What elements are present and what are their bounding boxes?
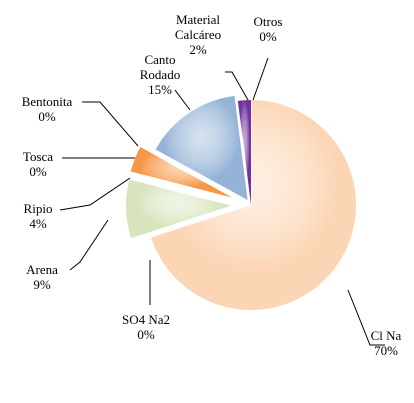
leader-line (347, 289, 385, 346)
slice-value-label: 0% (29, 164, 47, 179)
slice-label: SO4 Na2 (121, 312, 171, 327)
slice-value-label: 2% (189, 42, 207, 57)
slice-value-label: 0% (38, 109, 56, 124)
leader-line (252, 57, 269, 101)
leader-line (82, 101, 139, 147)
slice-label: Tosca (22, 149, 54, 164)
slice-label: Otros (253, 14, 283, 29)
slice-label: Ripio (23, 201, 53, 216)
slice-label: Canto Rodado (139, 52, 181, 82)
slice-value-label: 70% (374, 343, 398, 358)
slice-label: Bentonita (21, 94, 73, 109)
leader-line (225, 71, 249, 101)
leader-line (174, 89, 191, 111)
leader-line (69, 219, 109, 271)
slice-value-label: 0% (137, 327, 155, 342)
slice-value-label: 9% (33, 277, 51, 292)
slice-value-label: 0% (259, 29, 277, 44)
slice-value-label: 4% (29, 216, 47, 231)
leader-line (59, 177, 131, 211)
slice-label: Cl Na (370, 328, 402, 343)
slice-label: Arena (26, 262, 58, 277)
slice-label: Material Calcáreo (174, 12, 222, 42)
slice-value-label: 15% (148, 82, 172, 97)
